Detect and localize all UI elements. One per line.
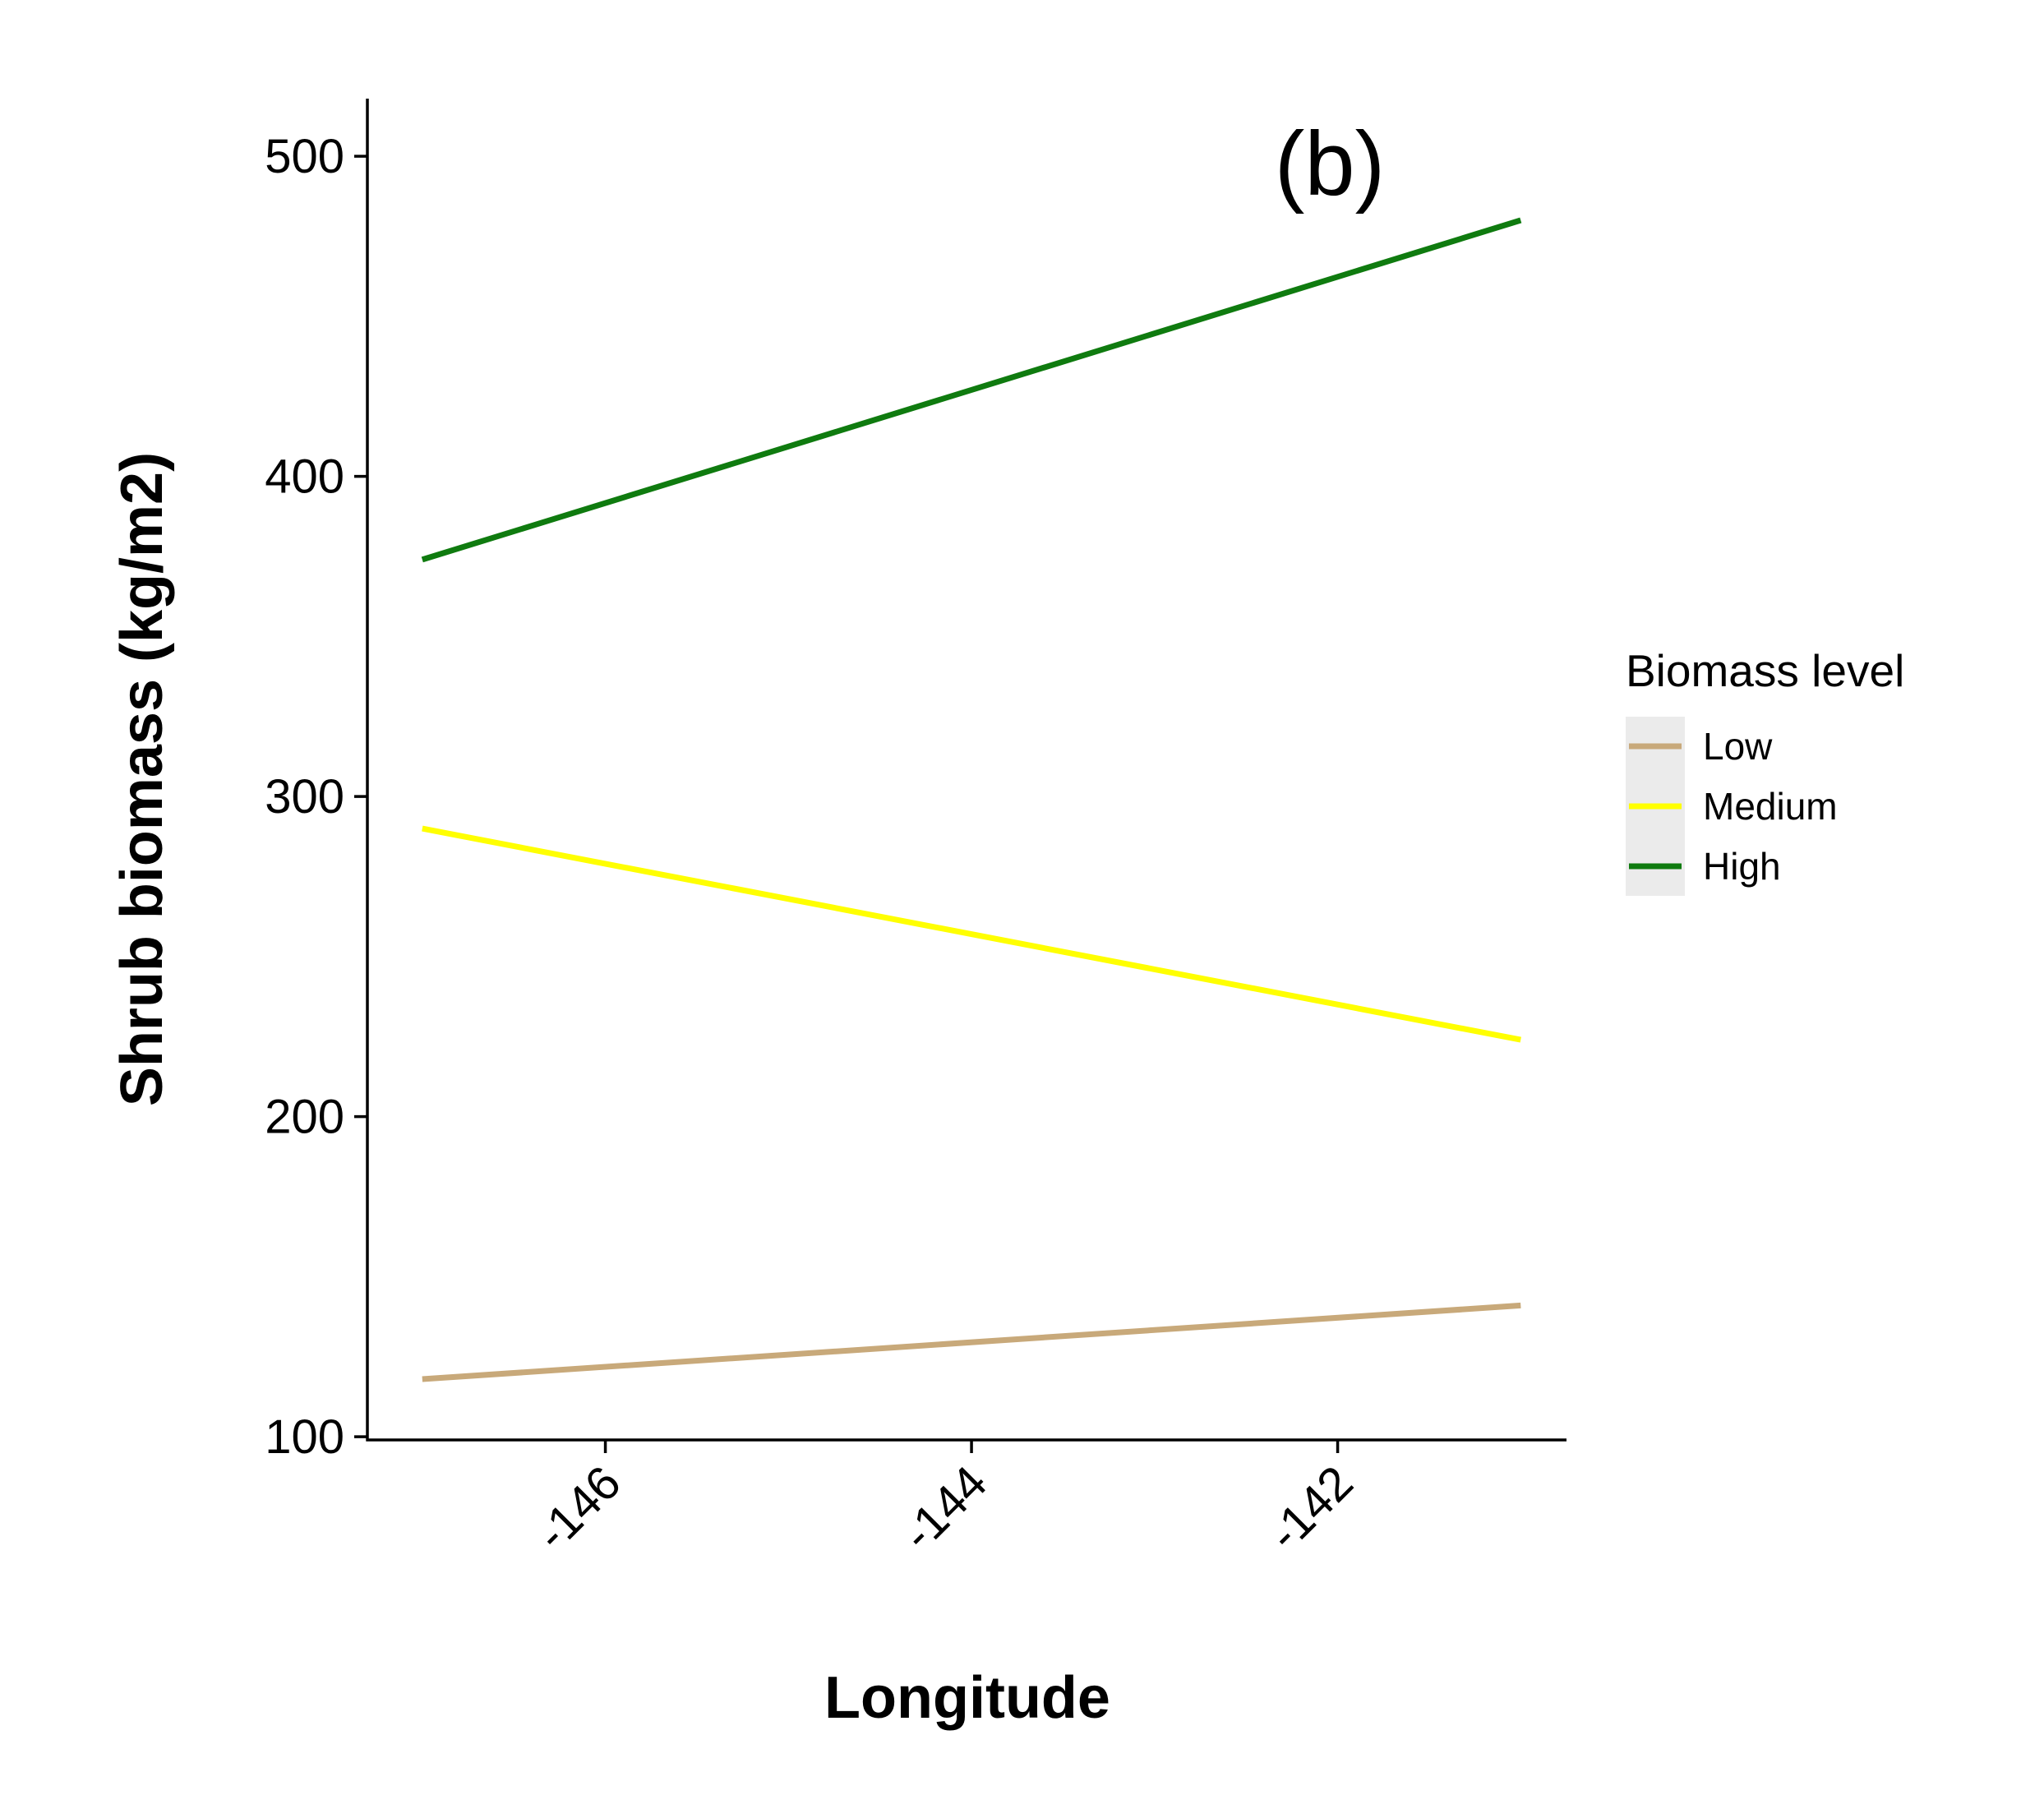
series-line-low [422,1302,1521,1382]
legend-title: Biomass level [1626,645,1904,696]
plot-lines [421,217,1522,1382]
x-axis-title: Longitude [824,1665,1110,1731]
y-tick-label: 100 [265,1410,344,1464]
panel-label: (b) [1275,113,1385,215]
legend-label-medium: Medium [1703,785,1838,828]
series-line-medium [422,825,1521,1043]
legend: Biomass level Low Medium High [1626,645,1904,896]
legend-label-low: Low [1703,725,1773,768]
y-axis-title: Shrub biomass (kg/m2) [109,452,175,1106]
legend-label-high: High [1703,845,1781,888]
legend-items: Low Medium High [1629,725,1838,888]
y-tick-label: 200 [265,1091,344,1144]
series-line-high [421,217,1522,563]
y-tick-label: 500 [265,130,344,183]
y-tick-label: 300 [265,770,344,824]
y-tick-label: 400 [265,450,344,504]
axes [354,99,1566,1453]
